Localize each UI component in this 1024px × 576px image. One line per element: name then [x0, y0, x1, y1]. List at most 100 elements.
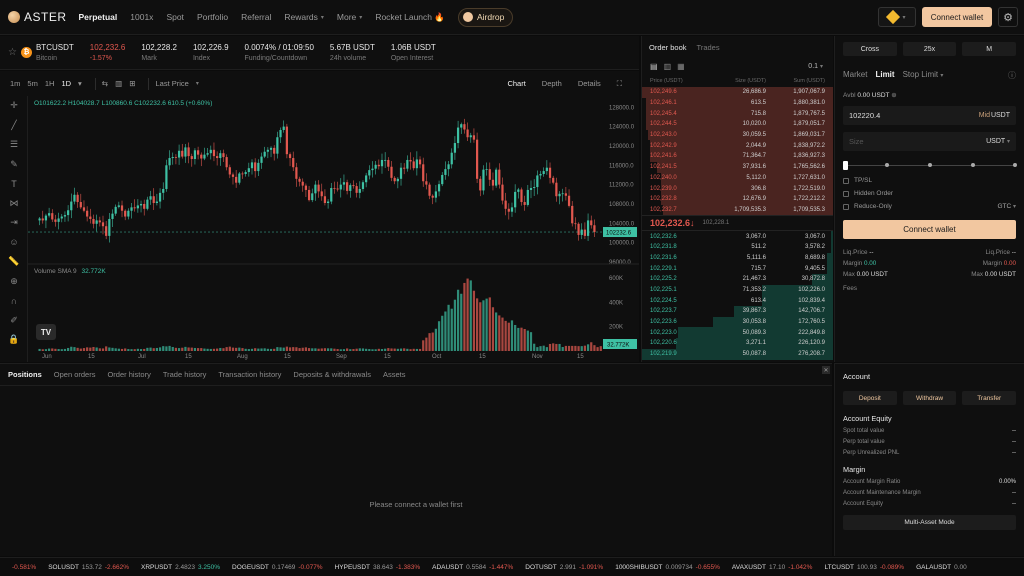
ask-row[interactable]: 102,240.0 5,112.0 1,727,631.0 — [642, 172, 833, 184]
bid-row[interactable]: 102,225.1 71,353.2 102,226.0 — [642, 284, 833, 296]
bid-row[interactable]: 102,223.0 50,089.3 222,849.8 — [642, 327, 833, 339]
text-tool-icon[interactable]: T — [11, 178, 17, 189]
tape-item[interactable]: XRPUSDT 2.4823 3.250% — [141, 564, 220, 571]
slider-handle[interactable] — [843, 161, 848, 170]
price-type-select[interactable]: Last Price — [155, 79, 189, 88]
bid-row[interactable]: 102,223.7 39,867.3 142,706.7 — [642, 306, 833, 317]
size-input[interactable]: Size USDT ▾ — [843, 132, 1016, 151]
ask-row[interactable]: 102,232.7 1,709,535.3 1,709,535.3 — [642, 204, 833, 216]
tape-item[interactable]: LTCUSDT 100.93 -0.089% — [824, 564, 904, 571]
price-input[interactable]: 102220.4 Mid USDT — [843, 106, 1016, 125]
tape-item[interactable]: -0.581% — [6, 564, 36, 571]
tab-trade-history[interactable]: Trade history — [162, 370, 207, 379]
view-chart-tab[interactable]: Chart — [507, 78, 526, 88]
ask-row[interactable]: 102,241.6 71,364.7 1,836,927.3 — [642, 151, 833, 162]
transfer-button[interactable]: Transfer — [962, 391, 1017, 405]
info-icon[interactable]: ⓘ — [1008, 71, 1016, 80]
ask-row[interactable]: 102,244.5 10,020.0 1,879,051.7 — [642, 119, 833, 130]
ask-row[interactable]: 102,239.0 306.8 1,722,519.0 — [642, 183, 833, 194]
nav-item-3[interactable]: Portfolio — [197, 12, 228, 22]
ruler-icon[interactable]: 📏 — [8, 256, 20, 267]
nav-item-2[interactable]: Spot — [166, 12, 184, 22]
lock-icon[interactable]: 🔒 — [8, 334, 20, 345]
symbol-selector[interactable]: BTCUSDT Bitcoin — [36, 43, 74, 62]
nav-item-5[interactable]: Rewards ▾ — [284, 12, 324, 22]
price-chart[interactable]: 128000.0 124000.0 120000.0 116000.0 112000.0… — [28, 96, 639, 362]
tape-item[interactable]: DOGEUSDT 0.17469 -0.077% — [232, 564, 323, 571]
bid-row[interactable]: 102,231.8 511.2 3,578.2 — [642, 241, 833, 253]
interval-1h[interactable]: 1H — [44, 79, 55, 88]
interval-dropdown-icon[interactable]: ▾ — [78, 79, 82, 88]
ask-row[interactable]: 102,245.4 715.8 1,879,767.5 — [642, 108, 833, 120]
measure-icon[interactable]: ⇥ — [10, 217, 18, 228]
emoji-icon[interactable]: ☺ — [9, 237, 19, 248]
time-in-force-select[interactable]: GTC ▾ — [997, 203, 1016, 210]
checkbox-icon[interactable] — [843, 177, 849, 184]
chart-type-icon[interactable]: ▥ — [115, 79, 123, 88]
interval-1d[interactable]: 1D — [61, 79, 72, 88]
tab-order-book[interactable]: Order book — [649, 42, 687, 52]
leverage-button[interactable]: 25x — [902, 42, 957, 56]
airdrop-button[interactable]: Airdrop — [457, 7, 514, 27]
checkbox-icon[interactable] — [843, 203, 849, 210]
tape-item[interactable]: 1000SHIBUSDT 0.009734 -0.655% — [615, 564, 720, 571]
magnet-icon[interactable]: ∩ — [10, 295, 18, 306]
book-asks-icon[interactable]: ▦ — [677, 61, 685, 71]
nav-item-6[interactable]: More ▾ — [337, 12, 362, 22]
tab-trades[interactable]: Trades — [696, 42, 720, 52]
fullscreen-icon[interactable]: ⛶ — [616, 78, 622, 88]
tape-item[interactable]: ADAUSDT 0.5584 -1.447% — [432, 564, 513, 571]
brand-logo[interactable]: ASTER — [8, 10, 67, 24]
order-type-limit[interactable]: Limit — [875, 70, 895, 79]
chain-selector[interactable]: ▾ — [878, 7, 916, 27]
position-mode-button[interactable]: M — [962, 42, 1017, 56]
bid-row[interactable]: 102,229.1 715.7 9,405.5 — [642, 263, 833, 274]
indicators-icon[interactable]: ⇆ — [101, 79, 109, 88]
order-type-stop-limit[interactable]: Stop Limit ▾ — [903, 70, 944, 79]
mid-price-button[interactable]: Mid — [978, 112, 990, 119]
tab-positions[interactable]: Positions — [8, 370, 42, 379]
interval-1m[interactable]: 1m — [10, 79, 21, 88]
connect-wallet-main-button[interactable]: Connect wallet — [843, 220, 1016, 239]
multi-asset-mode-button[interactable]: Multi-Asset Mode — [843, 515, 1016, 530]
bid-row[interactable]: 102,231.6 5,111.6 8,689.8 — [642, 252, 833, 264]
bid-row[interactable]: 102,225.2 21,467.3 30,872.8 — [642, 274, 833, 285]
tape-item[interactable]: AVAXUSDT 17.10 -1.042% — [732, 564, 813, 571]
bid-row[interactable]: 102,219.9 50,087.8 276,208.7 — [642, 348, 833, 360]
horizontal-lines-icon[interactable]: ☰ — [9, 139, 19, 150]
order-type-market[interactable]: Market — [843, 70, 868, 79]
candlestick-chart[interactable]: 128000.0 124000.0 120000.0 116000.0 112000.0… — [28, 96, 639, 362]
trendline-icon[interactable]: ╱ — [11, 119, 17, 130]
size-unit-select[interactable]: USDT ▾ — [986, 138, 1010, 145]
gear-icon[interactable]: ⚙ — [998, 7, 1018, 27]
hidden-order-checkbox[interactable]: Hidden Order — [843, 190, 1016, 197]
nav-item-4[interactable]: Referral — [241, 12, 271, 22]
chevron-down-icon[interactable]: ▾ — [195, 81, 199, 87]
tab-deposits-withdrawals[interactable]: Deposits & withdrawals — [293, 370, 371, 379]
reduce-only-checkbox[interactable]: Reduce-Only GTC ▾ — [843, 203, 1016, 210]
transfer-icon[interactable]: ⊕ — [891, 92, 897, 99]
tab-assets[interactable]: Assets — [382, 370, 406, 379]
brush-icon[interactable]: ✎ — [10, 158, 18, 169]
nav-item-0[interactable]: Perpetual — [79, 12, 118, 22]
tab-transaction-history[interactable]: Transaction history — [218, 370, 282, 379]
close-icon[interactable]: ✕ — [822, 366, 830, 374]
checkbox-icon[interactable] — [843, 190, 849, 197]
tab-open-orders[interactable]: Open orders — [53, 370, 96, 379]
connect-wallet-button[interactable]: Connect wallet — [922, 7, 992, 27]
bid-row[interactable]: 102,224.5 613.4 102,839.4 — [642, 295, 833, 307]
bid-row[interactable]: 102,223.6 30,053.8 172,760.5 — [642, 316, 833, 328]
margin-mode-button[interactable]: Cross — [843, 42, 897, 56]
ask-row[interactable]: 102,232.8 12,676.9 1,722,212.2 — [642, 193, 833, 205]
tab-order-history[interactable]: Order history — [107, 370, 151, 379]
tape-item[interactable]: DOTUSDT 2.991 -1.091% — [525, 564, 603, 571]
tape-item[interactable]: GALAUSDT 0.00 — [916, 564, 970, 571]
ask-row[interactable]: 102,242.9 2,044.9 1,838,972.2 — [642, 140, 833, 152]
view-details-tab[interactable]: Details — [577, 78, 601, 88]
ask-row[interactable]: 102,249.6 26,686.9 1,907,067.9 — [642, 87, 833, 98]
ask-row[interactable]: 102,243.0 30,059.5 1,869,031.7 — [642, 129, 833, 141]
bid-row[interactable]: 102,220.6 3,271.1 226,120.9 — [642, 338, 833, 349]
interval-5m[interactable]: 5m — [27, 79, 38, 88]
layout-icon[interactable]: ⊞ — [129, 79, 136, 88]
lock-drawing-icon[interactable]: ✐ — [10, 314, 18, 325]
